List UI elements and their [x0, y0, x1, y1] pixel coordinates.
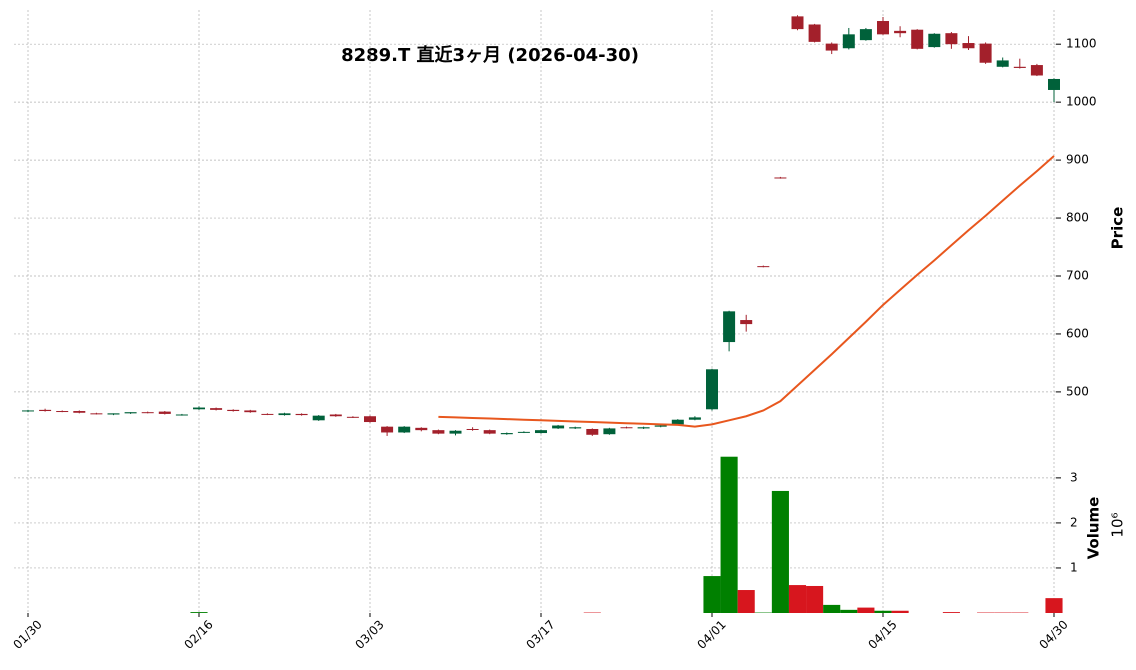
candle-body [688, 417, 701, 420]
candle-body [928, 33, 941, 48]
candle-body [432, 430, 445, 434]
moving-average-line [438, 155, 1055, 428]
price-tick-label: 900 [1066, 153, 1089, 167]
candle-body [569, 427, 582, 429]
price-tick-label: 1000 [1066, 95, 1097, 109]
candle-body [1013, 66, 1026, 68]
volume-bar [874, 610, 892, 613]
candle-body [552, 425, 565, 429]
candle-body [671, 419, 684, 425]
candle-body [329, 414, 342, 417]
candle-body [449, 430, 462, 434]
price-tick-label: 1100 [1066, 37, 1097, 51]
candle-body [141, 412, 154, 414]
volume-bar [190, 612, 208, 613]
candle-body [877, 21, 889, 35]
volume-tick-label: 3 [1070, 470, 1078, 484]
volume-bar [1045, 598, 1063, 613]
candle-body [346, 416, 359, 418]
x-tick-label: 03/03 [352, 617, 386, 651]
volume-bar [857, 607, 875, 613]
candle-body [312, 415, 325, 421]
volume-bar [720, 456, 738, 613]
candle-body [911, 29, 924, 49]
price-tick-label: 500 [1066, 384, 1089, 398]
candle-body [398, 426, 411, 433]
candle-body [1030, 65, 1043, 76]
volume-bar [703, 576, 721, 613]
candle-body [842, 34, 855, 49]
candle-body [483, 430, 496, 434]
chart-title: 8289.T 直近3ヶ月 (2026-04-30) [341, 44, 639, 66]
candle-body [158, 411, 171, 414]
price-axis-label: Price [1109, 207, 1127, 250]
candle-body [774, 177, 787, 179]
price-tick-label: 800 [1066, 211, 1089, 225]
candle-body [603, 428, 616, 435]
candle-body [654, 425, 667, 427]
volume-bar [891, 610, 909, 613]
candle-body [193, 407, 205, 410]
volume-tick-label: 1 [1070, 560, 1078, 574]
price-tick-label: 600 [1066, 326, 1089, 340]
candle-body [1048, 78, 1060, 90]
volume-bar [806, 585, 824, 613]
candle-body [859, 29, 872, 41]
candle-body [107, 413, 120, 415]
candle-body [415, 427, 428, 431]
volume-bar [840, 609, 858, 613]
candle-body [500, 433, 513, 435]
candle-body [56, 411, 69, 413]
x-tick-label: 04/30 [1036, 617, 1070, 651]
candle-body [466, 428, 479, 430]
candle-body [945, 33, 958, 45]
price-tick-label: 700 [1066, 268, 1089, 282]
volume-bar [737, 590, 755, 613]
candle-body [39, 409, 52, 412]
candle-body [757, 266, 770, 268]
candle-body [278, 413, 291, 416]
candle-body [586, 428, 599, 435]
candle-body [723, 311, 736, 343]
volume-bar [771, 490, 789, 613]
candle-body [261, 413, 274, 415]
candle-body [244, 410, 257, 413]
x-tick-label: 02/16 [181, 617, 215, 651]
volume-bar [942, 612, 960, 613]
candle-body [825, 43, 838, 51]
volume-offset-label: 10⁶ [1109, 512, 1127, 537]
candle-body [175, 414, 188, 416]
candle-body [535, 430, 547, 434]
candle-body [808, 24, 821, 42]
x-tick-label: 04/01 [694, 617, 728, 651]
candle-body [227, 409, 240, 412]
candle-body [791, 16, 804, 30]
candle-body [706, 369, 718, 410]
volume-tick-label: 2 [1070, 515, 1078, 529]
x-tick-label: 03/17 [523, 617, 557, 651]
candle-body [364, 416, 376, 423]
candle-body [962, 43, 975, 49]
candle-body [210, 408, 223, 410]
candle-body [381, 426, 394, 433]
candle-body [637, 427, 650, 429]
candle-body [979, 43, 992, 63]
candle-body [22, 410, 34, 412]
candle-body [517, 431, 530, 433]
volume-bar [823, 604, 841, 613]
candle-body [620, 427, 633, 429]
candle-body [740, 320, 753, 325]
candle-body [295, 413, 308, 416]
candle-body [996, 60, 1009, 67]
candle-body [90, 413, 103, 415]
candle-body [894, 30, 907, 34]
x-tick-label: 01/30 [10, 617, 44, 651]
candle-body [124, 412, 137, 414]
volume-axis-label: Volume [1085, 497, 1103, 560]
x-tick-label: 04/15 [865, 617, 899, 651]
volume-bar [788, 585, 807, 613]
candle-body [73, 411, 86, 413]
